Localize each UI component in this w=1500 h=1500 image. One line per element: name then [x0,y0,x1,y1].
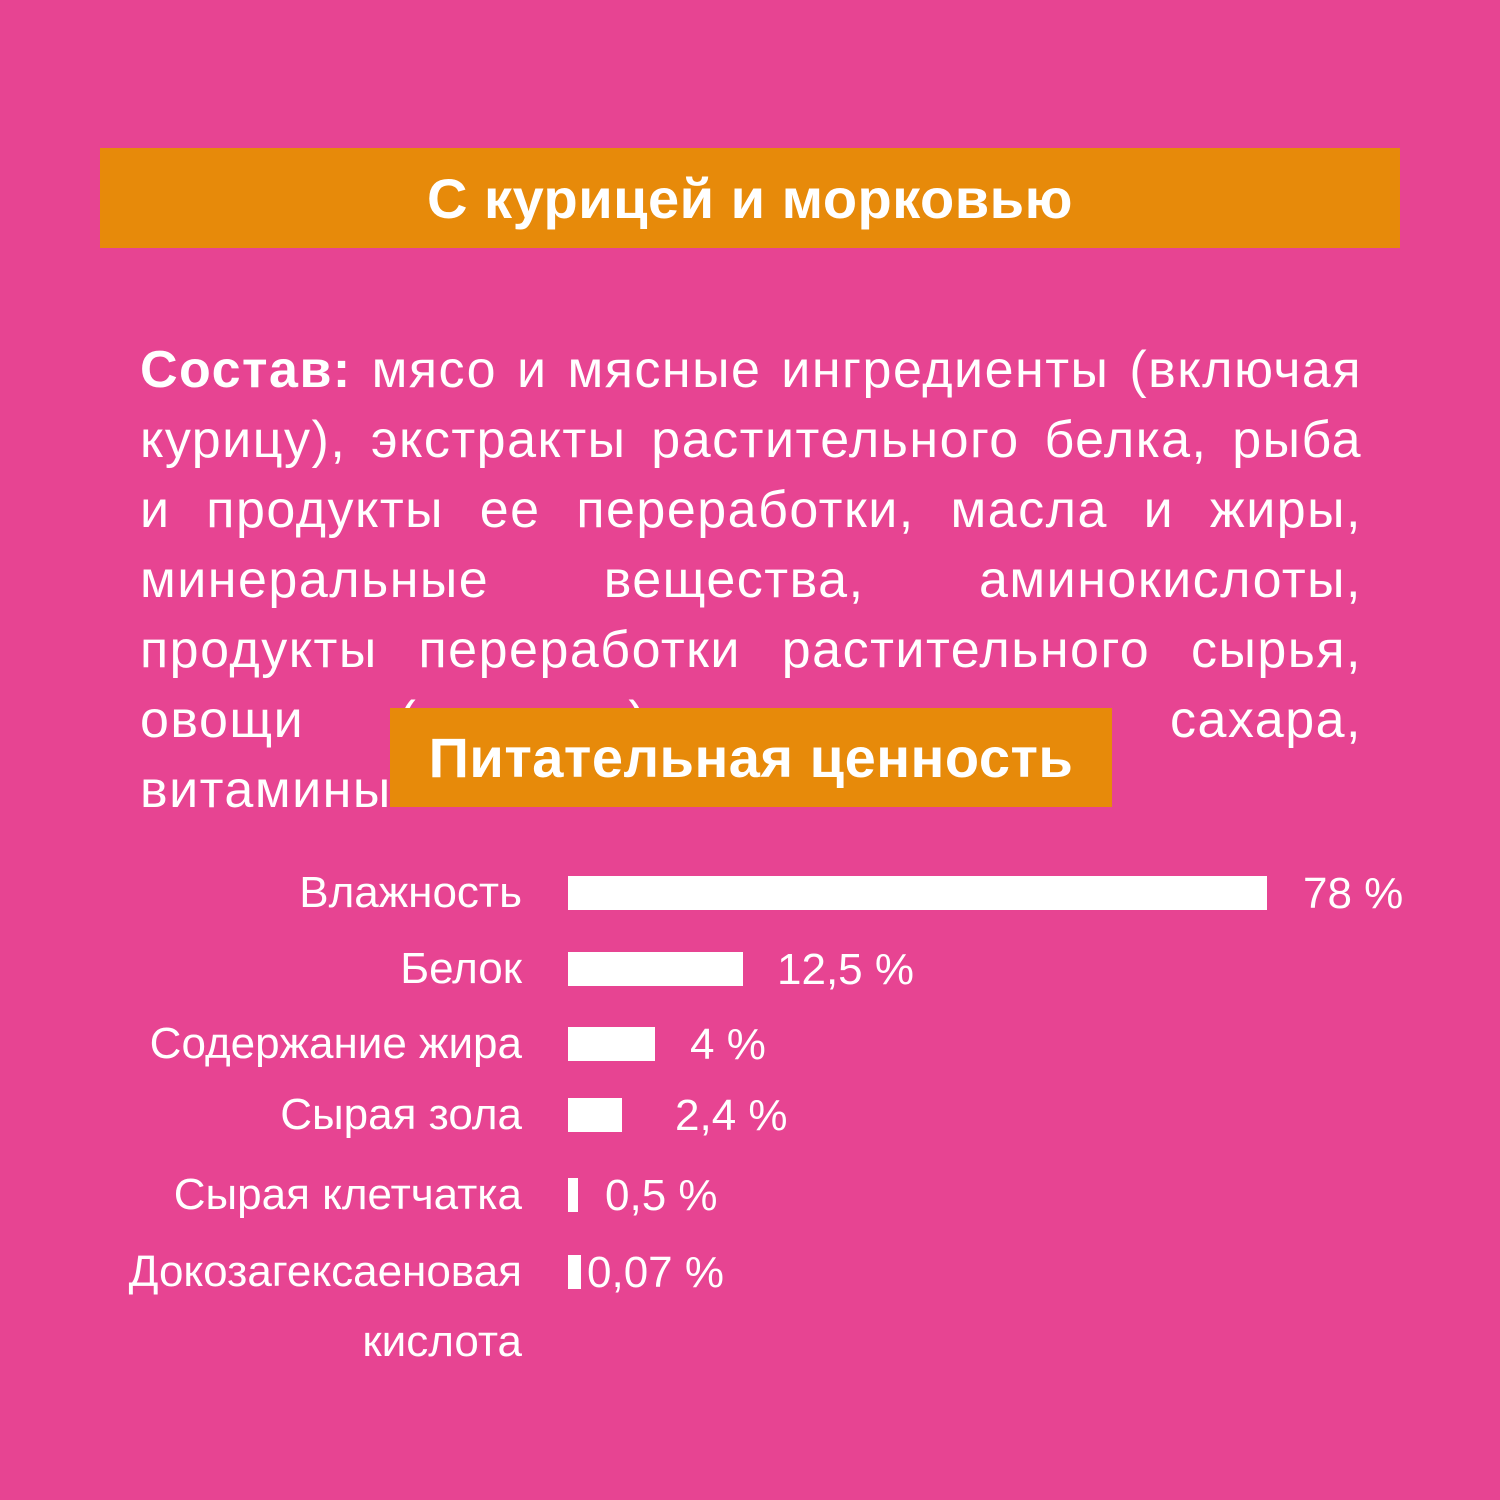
flavor-banner: С курицей и морковью [100,148,1400,248]
chart-row: Докозагексаеновая кислота 0,07 % [0,1247,1500,1366]
chart-row: Сырая зола 2,4 % [0,1090,1500,1140]
flavor-banner-label: С курицей и морковью [427,166,1073,230]
bar-value: 0,5 % [605,1171,718,1220]
nutrition-banner: Питательная ценность [390,708,1112,807]
chart-row: Белок 12,5 % [0,944,1500,994]
bar [568,1098,622,1132]
bar [568,876,1267,910]
bar-label: Содержание жира [149,1019,522,1068]
composition-label: Состав: [140,341,352,399]
bar [568,1027,655,1061]
nutrition-banner-label: Питательная ценность [428,726,1074,789]
bar-value: 0,07 % [587,1248,724,1297]
bar-value: 2,4 % [675,1091,788,1140]
chart-row: Сырая клетчатка 0,5 % [0,1170,1500,1220]
chart-row: Влажность 78 % [0,868,1500,918]
bar-label: Сырая зола [280,1090,522,1139]
bar [568,1255,581,1289]
bar-value: 12,5 % [777,945,914,994]
bar-label: Влажность [299,868,522,917]
bar-value: 4 % [690,1020,766,1069]
bar-label: Белок [400,944,522,993]
composition-paragraph: Состав: мясо и мясные ингредиенты (включ… [140,335,1362,825]
bar-label: Докозагексаеновая кислота [128,1247,522,1366]
bar-label: Сырая клетчатка [173,1170,522,1219]
composition-text: мясо и мясные ингредиенты (включая куриц… [140,341,1362,819]
chart-row: Содержание жира 4 % [0,1019,1500,1069]
bar [568,952,743,986]
bar-value: 78 % [1303,869,1404,918]
bar [568,1178,578,1212]
